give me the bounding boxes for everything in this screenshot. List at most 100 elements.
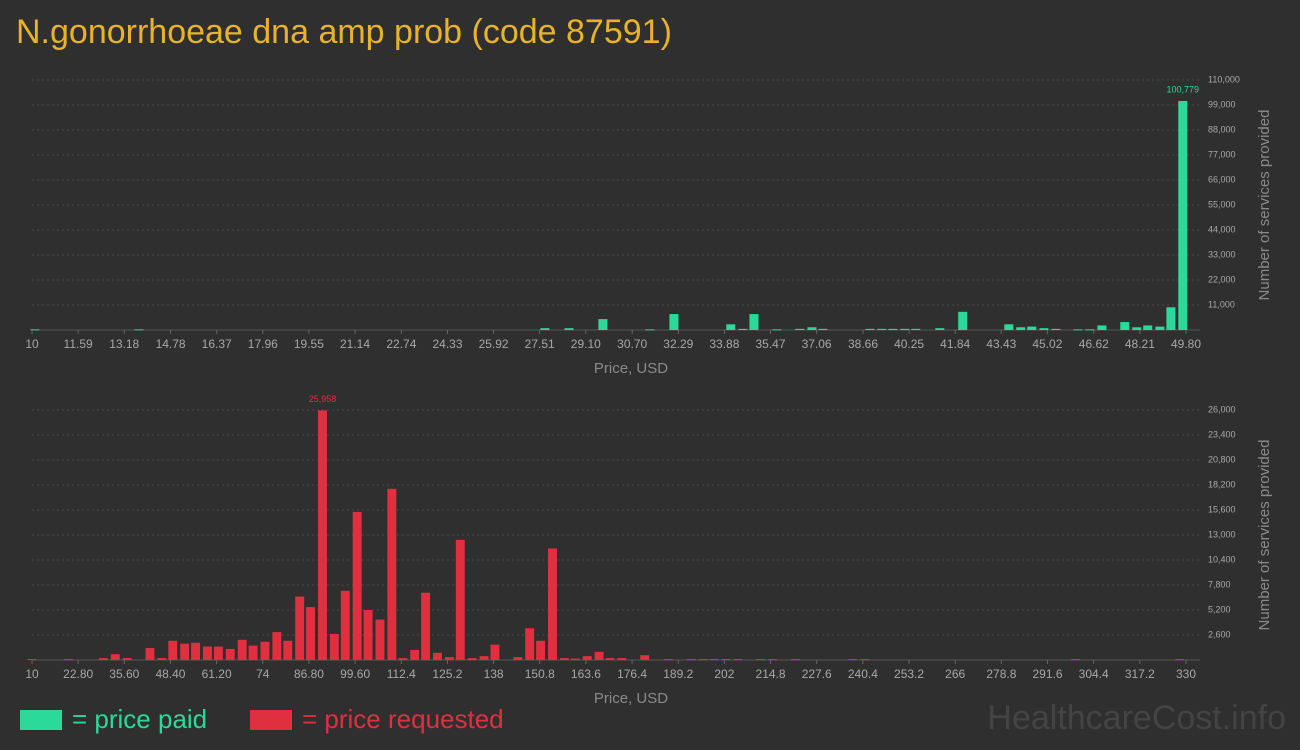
x-tick-label: 49.80	[1171, 337, 1201, 351]
bar	[1004, 324, 1014, 330]
bar	[721, 659, 731, 661]
x-tick-label: 227.6	[802, 667, 832, 681]
legend-label: = price paid	[72, 704, 207, 734]
x-tick-label: 253.2	[894, 667, 924, 681]
y-tick-label: 110,000	[1208, 74, 1240, 84]
bar	[27, 659, 37, 661]
bar	[180, 643, 190, 660]
y-tick-label: 7,800	[1208, 579, 1231, 589]
legend-swatch	[250, 710, 292, 730]
bar	[605, 658, 615, 660]
bar	[548, 548, 557, 660]
bar	[848, 659, 858, 661]
bar	[617, 658, 627, 660]
bar	[1039, 328, 1049, 330]
x-tick-label: 22.74	[386, 337, 416, 351]
bar	[248, 645, 258, 660]
bar	[352, 511, 362, 660]
bar	[772, 329, 782, 331]
bar	[1027, 326, 1037, 330]
bar	[664, 659, 673, 661]
x-tick-label: 14.78	[156, 337, 186, 351]
x-tick-label: 150.8	[525, 667, 555, 681]
bar	[686, 659, 696, 661]
legend-label: = price requested	[302, 704, 504, 734]
y-tick-label: 55,000	[1208, 199, 1236, 209]
x-tick-label: 43.43	[986, 337, 1016, 351]
x-tick-label: 25.92	[479, 337, 509, 351]
y-tick-label: 10,400	[1208, 554, 1236, 564]
bar	[329, 634, 339, 660]
bar	[818, 328, 828, 330]
bar	[669, 314, 679, 330]
bar	[525, 628, 535, 660]
bar	[1143, 325, 1153, 330]
x-axis-title: Price, USD	[594, 690, 668, 707]
value-label: 100,779	[1167, 84, 1200, 94]
x-tick-label: 138	[484, 667, 504, 681]
bar	[490, 644, 500, 660]
y-axis-title: Number of services provided	[1256, 110, 1273, 301]
bar	[726, 324, 736, 330]
y-tick-label: 15,600	[1208, 504, 1236, 514]
y-tick-label: 23,400	[1208, 429, 1236, 439]
x-tick-label: 38.66	[848, 337, 878, 351]
bar	[559, 658, 569, 660]
bar	[807, 327, 817, 330]
bar	[1132, 327, 1142, 330]
x-tick-label: 40.25	[894, 337, 924, 351]
x-tick-label: 202	[714, 667, 734, 681]
x-tick-label: 291.6	[1033, 667, 1063, 681]
bar	[134, 329, 144, 331]
bar	[213, 646, 223, 660]
x-tick-label: 176.4	[617, 667, 647, 681]
bar	[795, 328, 805, 330]
bar	[1051, 328, 1061, 330]
x-tick-label: 48.40	[155, 667, 185, 681]
x-tick-label: 304.4	[1079, 667, 1109, 681]
bar	[1016, 327, 1026, 330]
bar	[272, 632, 282, 660]
value-label: 25,958	[309, 394, 337, 404]
bar	[295, 596, 305, 660]
bar	[564, 328, 574, 330]
y-tick-label: 2,600	[1208, 629, 1231, 639]
bar	[594, 651, 604, 660]
bar	[1120, 322, 1130, 330]
bar	[1155, 326, 1165, 330]
bar	[283, 640, 293, 660]
x-tick-label: 29.10	[571, 337, 601, 351]
bar	[433, 652, 442, 660]
y-tick-label: 99,000	[1208, 99, 1236, 109]
bar	[479, 656, 489, 660]
y-tick-label: 66,000	[1208, 174, 1236, 184]
x-tick-label: 266	[945, 667, 965, 681]
x-tick-label: 41.84	[940, 337, 970, 351]
x-tick-label: 278.8	[986, 667, 1016, 681]
bar	[911, 328, 921, 330]
x-tick-label: 17.96	[248, 337, 278, 351]
bar	[540, 328, 550, 330]
y-tick-label: 13,000	[1208, 529, 1236, 539]
x-tick-label: 13.18	[109, 337, 139, 351]
bar	[421, 592, 431, 660]
bar	[900, 328, 910, 330]
bar	[467, 658, 477, 660]
bar	[790, 659, 800, 661]
x-tick-label: 125.2	[432, 667, 462, 681]
bar	[756, 659, 766, 661]
x-tick-label: 27.51	[525, 337, 555, 351]
bar	[455, 539, 465, 660]
y-tick-label: 44,000	[1208, 224, 1236, 234]
bar	[598, 319, 608, 330]
bar	[203, 646, 212, 660]
bar	[860, 659, 870, 661]
watermark: HealthcareCost.info	[987, 699, 1286, 737]
x-tick-label: 10	[25, 337, 39, 351]
bar	[958, 311, 968, 330]
bar	[865, 328, 875, 330]
x-tick-label: 16.37	[202, 337, 232, 351]
bar	[888, 328, 898, 330]
bar	[570, 658, 580, 660]
